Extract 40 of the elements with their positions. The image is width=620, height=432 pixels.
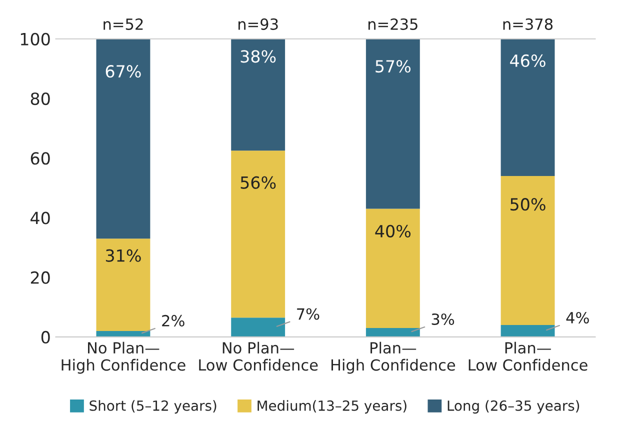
data-label: 31%	[106, 249, 141, 262]
bar	[366, 328, 420, 337]
data-label: 2%	[162, 314, 184, 326]
bar	[366, 208, 420, 328]
data-label: 50%	[510, 198, 546, 211]
data-label: 46%	[510, 54, 546, 68]
y-tick-label: 0	[41, 330, 50, 344]
x-tick-label: No Plan— High Confidence	[62, 342, 186, 374]
bar	[500, 325, 555, 337]
bar	[96, 238, 150, 331]
y-tick-label: 100	[20, 32, 50, 46]
data-label: 3%	[432, 313, 454, 325]
legend-label: Long (26–35 years)	[448, 400, 580, 414]
bar	[231, 150, 286, 318]
data-label: 57%	[376, 60, 411, 73]
text: n=235	[368, 18, 418, 30]
legend-label: Short (5–12 years)	[90, 400, 216, 414]
bar	[500, 38, 555, 176]
bar	[231, 38, 286, 151]
text: n=378	[503, 18, 553, 30]
y-tick-label: 20	[30, 271, 50, 284]
data-label: 38%	[240, 50, 276, 63]
y-tick-label: 80	[30, 92, 50, 106]
x-tick-label: No Plan— Low Confidence	[199, 342, 318, 371]
data-label: 7%	[297, 308, 320, 320]
bar	[96, 38, 150, 239]
data-label: 67%	[106, 65, 141, 78]
y-tick-label: 40	[30, 212, 50, 224]
y-tick-label: 60	[30, 152, 50, 165]
data-label: 40%	[375, 224, 411, 238]
data-label: 4%	[566, 312, 589, 324]
text: n=93	[238, 18, 278, 30]
x-tick-label: Plan— Low Confidence	[468, 342, 588, 371]
x-tick-label: Plan— High Confidence	[331, 342, 456, 374]
data-label: 56%	[240, 176, 276, 189]
bar	[366, 38, 420, 209]
bar	[500, 176, 555, 326]
legend-label: Medium(13–25 years)	[258, 400, 406, 414]
bar	[231, 318, 286, 337]
text: n=52	[104, 18, 143, 30]
